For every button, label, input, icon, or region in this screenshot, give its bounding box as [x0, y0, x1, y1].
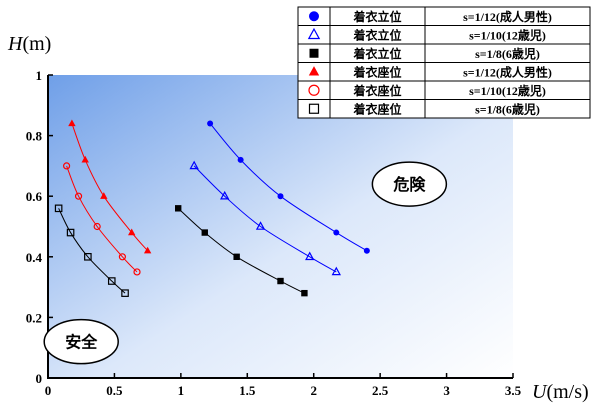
legend-marker-4: [308, 84, 320, 96]
series-2-point: [301, 289, 308, 297]
series-1-point: [189, 160, 199, 170]
series-1-point: [255, 221, 266, 230]
legend-label-2: 着衣立位: [352, 46, 401, 61]
x-tick-label: 2.5: [372, 383, 389, 398]
zone-label-1: 安全: [65, 333, 98, 352]
series-1-point: [331, 266, 341, 276]
series-1-point: [220, 190, 230, 200]
y-tick-label: 0.2: [26, 310, 42, 325]
x-tick-label: 0.5: [106, 383, 123, 398]
series-0-point: [207, 120, 214, 127]
legend-marker-5: [308, 103, 320, 114]
y-tick-label: 0.8: [26, 129, 43, 144]
series-1-point: [305, 251, 315, 261]
legend-marker-3: [308, 66, 320, 76]
legend-label-0: 着衣立位: [352, 9, 401, 24]
series-3-point: [100, 192, 108, 199]
zone-label-0: 危険: [393, 175, 426, 194]
series-0-point: [363, 247, 370, 254]
series-2-point: [233, 253, 240, 260]
series-4-point: [74, 192, 83, 200]
legend-scale-1: s=1/10(12歳児): [469, 27, 546, 42]
series-3-point: [143, 246, 152, 254]
series-4-point: [118, 253, 127, 261]
legend-label-4: 着衣座位: [352, 83, 401, 98]
legend-label-1: 着衣立位: [352, 27, 401, 42]
series-0-point: [333, 229, 340, 236]
zone-ellipse-1: [43, 318, 119, 365]
legend-scale-5: s=1/8(6歳児): [475, 101, 540, 116]
x-tick-label: 1: [178, 383, 185, 398]
x-tick-label: 2: [310, 383, 317, 398]
series-1-line: [193, 165, 337, 273]
legend-scale-2: s=1/8(6歳児): [475, 46, 540, 61]
series-5-point: [66, 228, 75, 237]
series-3-point: [68, 119, 76, 127]
legend-label-5: 着衣座位: [352, 101, 401, 116]
series-5-point: [54, 204, 63, 213]
legend-marker-0: [309, 11, 319, 22]
x-tick-label: 0: [45, 383, 52, 398]
y-tick-label: 0.6: [26, 189, 43, 204]
y-axis-title: H(m): [7, 33, 51, 55]
x-tick-label: 3: [443, 383, 450, 398]
series-2-point: [201, 229, 208, 236]
zone-ellipse-0: [371, 161, 448, 207]
series-2-point: [277, 277, 284, 285]
x-tick-label: 3.5: [505, 383, 522, 398]
y-tick-label: 0: [36, 371, 43, 386]
series-5-point: [84, 253, 92, 261]
legend-scale-0: s=1/12(成人男性): [463, 9, 552, 24]
series-4-point: [93, 222, 101, 231]
legend-scale-4: s=1/10(12歳児): [469, 83, 546, 98]
series-3-point: [128, 228, 136, 236]
series-3-point: [81, 155, 89, 163]
series-0-point: [277, 193, 284, 200]
legend-scale-3: s=1/12(成人男性): [463, 64, 552, 79]
series-4-point: [133, 268, 141, 276]
series-5-point: [121, 289, 129, 297]
legend-marker-1: [307, 27, 321, 40]
legend-marker-2: [309, 48, 319, 58]
series-0-point: [237, 156, 244, 163]
series-5-point: [107, 277, 116, 285]
plot-area: [48, 75, 513, 378]
y-tick-label: 1: [36, 68, 43, 83]
y-tick-label: 0.4: [26, 250, 43, 265]
x-axis-title: U(m/s): [532, 381, 589, 403]
series-4-point: [62, 162, 71, 170]
series-2-point: [175, 205, 182, 212]
series-4-line: [66, 165, 138, 273]
legend-label-3: 着衣座位: [352, 64, 401, 79]
x-tick-label: 1.5: [239, 383, 256, 398]
series-5-line: [58, 208, 126, 294]
